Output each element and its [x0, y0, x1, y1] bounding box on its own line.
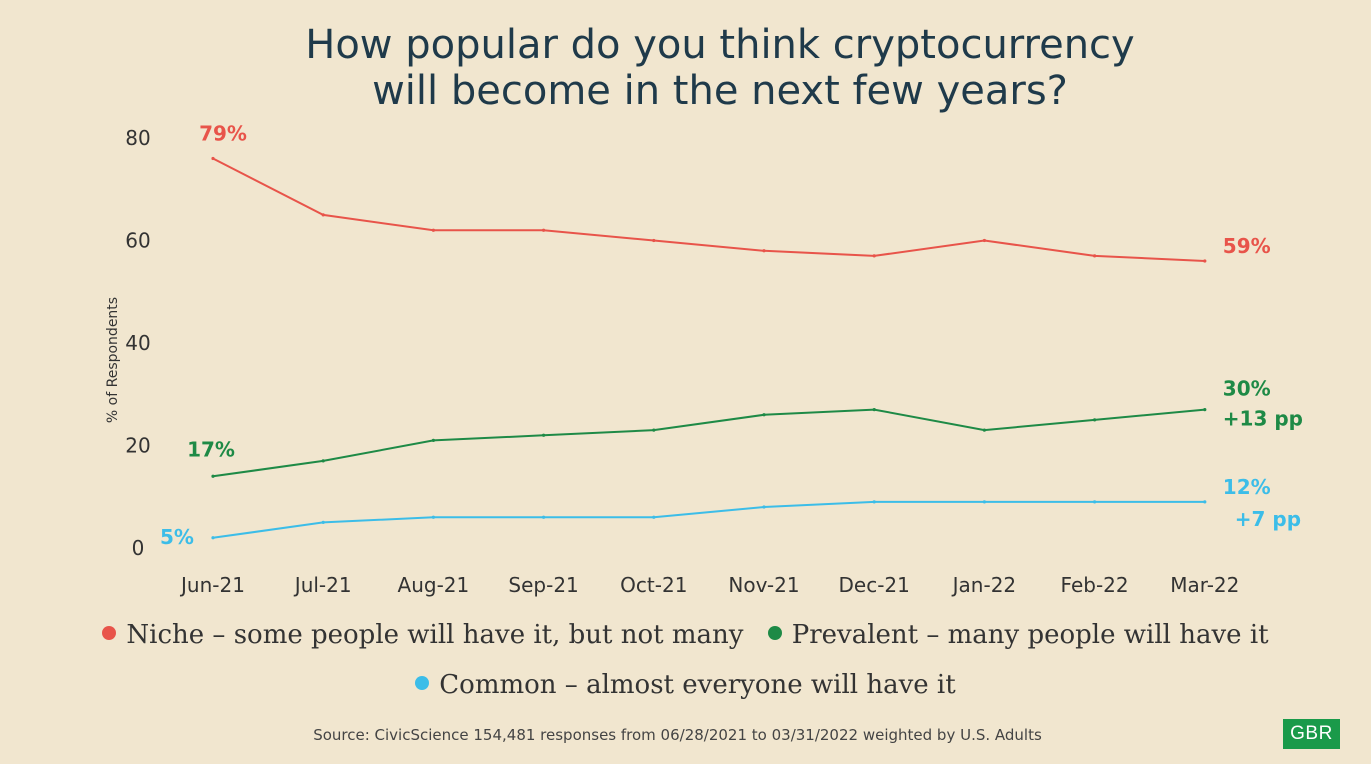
- x-tick-label: Aug-21: [398, 573, 470, 597]
- end-data-label: 12%: [1223, 475, 1271, 499]
- legend-dot-common: [415, 676, 430, 690]
- data-point: [1093, 500, 1097, 504]
- legend-item-niche: Niche – some people will have it, but no…: [102, 620, 743, 650]
- data-point: [431, 438, 435, 442]
- end-data-label: 30%: [1223, 377, 1271, 401]
- x-tick-label: Sep-21: [508, 573, 578, 597]
- end-data-label: +13 pp: [1223, 407, 1303, 431]
- x-tick-label: Nov-21: [728, 573, 799, 597]
- data-point: [652, 515, 656, 519]
- x-tick-label: Dec-21: [839, 573, 910, 597]
- legend-item-prevalent: Prevalent – many people will have it: [767, 620, 1269, 650]
- data-point: [652, 428, 656, 432]
- gbr-logo: GBR: [1283, 719, 1340, 749]
- y-tick-label: 40: [125, 331, 150, 355]
- data-point: [1093, 418, 1097, 422]
- source-note: Source: CivicScience 154,481 responses f…: [313, 726, 1042, 744]
- legend-label-common: Common – almost everyone will have it: [439, 670, 956, 700]
- start-data-label: 5%: [160, 525, 194, 549]
- y-tick-label: 0: [132, 536, 145, 560]
- x-tick-label: Jul-21: [293, 573, 352, 597]
- data-point: [762, 249, 766, 253]
- data-point: [431, 228, 435, 232]
- x-tick-label: Jan-22: [951, 573, 1017, 597]
- data-point: [321, 459, 325, 463]
- data-point: [431, 515, 435, 519]
- data-point: [542, 433, 546, 437]
- y-axis-label: % of Respondents: [105, 297, 121, 423]
- chart-title-line-2: will become in the next few years?: [372, 68, 1068, 114]
- data-point: [1203, 259, 1207, 263]
- chart-title-line-1: How popular do you think cryptocurrency: [305, 22, 1135, 68]
- data-point: [211, 536, 215, 540]
- x-tick-label: Oct-21: [620, 573, 687, 597]
- x-tick-label: Mar-22: [1170, 573, 1239, 597]
- end-data-label: 59%: [1223, 234, 1271, 258]
- data-point: [762, 505, 766, 509]
- data-point: [321, 520, 325, 524]
- chart-title: How popular do you think cryptocurrency …: [0, 22, 1371, 114]
- legend-dot-niche: [102, 626, 117, 640]
- data-point: [872, 254, 876, 258]
- data-point: [872, 408, 876, 412]
- end-data-label: +7 pp: [1235, 507, 1301, 531]
- y-tick-label: 80: [125, 126, 150, 150]
- data-point: [542, 515, 546, 519]
- x-tick-label: Jun-21: [179, 573, 245, 597]
- data-point: [762, 413, 766, 417]
- data-point: [1203, 500, 1207, 504]
- data-point: [211, 156, 215, 161]
- data-point: [321, 213, 325, 217]
- data-point: [211, 474, 215, 478]
- data-point: [982, 238, 987, 243]
- legend-dot-prevalent: [767, 626, 782, 640]
- legend-row-1: Niche – some people will have it, but no…: [0, 620, 1371, 650]
- data-point: [872, 500, 876, 504]
- data-point: [1203, 408, 1207, 412]
- series-line-1: [212, 408, 1205, 478]
- series-line-0: [212, 157, 1205, 262]
- data-point: [652, 238, 656, 243]
- legend-item-common: Common – almost everyone will have it: [415, 670, 956, 700]
- x-tick-label: Feb-22: [1061, 573, 1129, 597]
- legend-row-2: Common – almost everyone will have it: [0, 670, 1371, 700]
- y-tick-label: 60: [125, 229, 150, 253]
- data-point: [542, 228, 546, 232]
- data-point: [1093, 254, 1097, 258]
- legend-label-niche: Niche – some people will have it, but no…: [126, 620, 744, 650]
- series-line-2: [212, 500, 1205, 539]
- start-data-label: 79%: [199, 122, 247, 146]
- y-tick-label: 20: [125, 434, 150, 458]
- start-data-label: 17%: [187, 437, 235, 461]
- data-point: [982, 428, 987, 432]
- data-point: [982, 500, 987, 504]
- legend-label-prevalent: Prevalent – many people will have it: [791, 620, 1269, 650]
